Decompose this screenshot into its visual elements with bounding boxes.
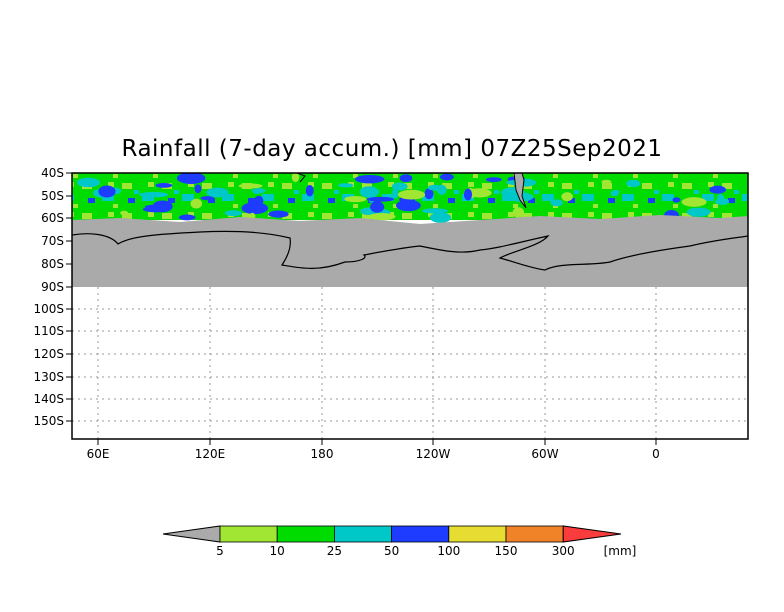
rain-cell [200,196,215,201]
rain-cell [368,212,396,221]
rain-cell [686,207,711,217]
rain-cell [512,207,525,218]
rain-cell [439,173,454,181]
longitude-axis: 60E 120E 180 120W 60W 0 [87,439,660,461]
rain-cell [176,173,206,184]
rain-cell [338,183,354,188]
rain-cell [397,189,426,200]
rain-cell [427,184,443,191]
rain-cell [395,199,421,212]
lat-tick-label: 150S [33,414,64,428]
rain-cell [421,208,449,214]
rain-cell [429,212,452,223]
colorbar-segment [333,525,392,543]
rain-cell [485,177,502,183]
rain-cell [194,184,202,194]
colorbar-tick-label: 150 [495,544,518,558]
rain-cell [139,191,169,198]
rain-cell [155,183,173,188]
colorbar-segment [448,525,507,543]
lat-tick-label: 100S [33,302,64,316]
lon-tick-label: 60E [87,447,110,461]
rain-cell [120,210,129,216]
rain-cell [98,185,116,198]
lon-tick-label: 120W [416,447,451,461]
colorbar-tick-label: 5 [216,544,224,558]
south-america-coastline [513,173,527,209]
rain-cell [467,188,492,198]
rain-cell [463,188,473,201]
rain-cell [392,188,399,199]
colorbar-tick-label: 25 [327,544,342,558]
rain-cell [709,185,726,194]
lat-tick-label: 80S [41,257,64,271]
rain-cell [366,196,395,202]
colorbar-segment [219,525,278,543]
rain-cell [391,182,408,191]
new-zealand-coastline [296,173,306,183]
rain-cell [424,188,434,200]
rain-cell [561,192,573,202]
lon-tick-label: 60W [531,447,558,461]
rain-cell [601,179,612,184]
map-gridlines [72,287,748,439]
lat-tick-label: 120S [33,347,64,361]
lat-tick-label: 50S [41,189,64,203]
lat-tick-label: 60S [41,211,64,225]
rain-cell [550,199,563,207]
colorbar-tick-label: 300 [552,544,575,558]
rain-cell [254,195,264,206]
rain-cell [610,190,619,197]
rain-cell [344,195,367,203]
lat-tick-label: 140S [33,392,64,406]
rain-cell [672,197,681,203]
colorbar-tick-label: 10 [270,544,285,558]
rain-cell [152,200,173,213]
colorbar-tick-label: 100 [437,544,460,558]
rain-cell [268,210,289,218]
no-data-region [72,215,748,287]
antarctica-coastline [72,230,748,271]
rain-cell [251,188,266,194]
rain-cell [206,187,229,198]
lat-tick-label: 40S [41,166,64,180]
rain-cell [399,174,413,183]
latitude-axis: 40S 50S 60S 70S 80S 90S 100S 110S 120S 130S 140S 15… [33,166,72,428]
lat-tick-label: 130S [33,370,64,384]
lat-tick-label: 70S [41,234,64,248]
colorbar-unit: [mm] [604,544,637,558]
colorbar-right-triangle [562,525,622,543]
rain-cell [354,174,385,184]
lat-tick-label: 90S [41,280,64,294]
rain-cell [241,202,269,215]
rain-cell [681,197,707,207]
rain-cell [626,179,641,188]
rain-cell [190,198,203,209]
rain-cell [182,175,191,180]
map-title: Rainfall (7-day accum.) [mm] 07Z25Sep202… [121,136,663,162]
lon-tick-label: 180 [311,447,334,461]
colorbar-left-triangle [162,525,221,543]
rain-cell [715,198,730,205]
colorbar-segment [505,525,564,543]
rain-cell [370,201,385,213]
lon-tick-label: 0 [652,447,660,461]
rain-cell [178,214,196,221]
colorbar-tick-label: 50 [384,544,399,558]
rainfall-blobs [77,173,730,223]
lon-tick-label: 120E [195,447,226,461]
colorbar: 5 10 25 50 100 150 300 [mm] [162,525,637,558]
rain-cell [238,183,263,189]
map-border [71,172,749,440]
rain-cell [291,173,300,183]
colorbar-segment [276,525,335,543]
rain-cell [359,186,379,198]
rain-cell [224,210,242,217]
colorbar-segment [391,525,450,543]
rain-cell [305,184,314,197]
rain-cell [77,177,100,188]
lat-tick-label: 110S [33,324,64,338]
